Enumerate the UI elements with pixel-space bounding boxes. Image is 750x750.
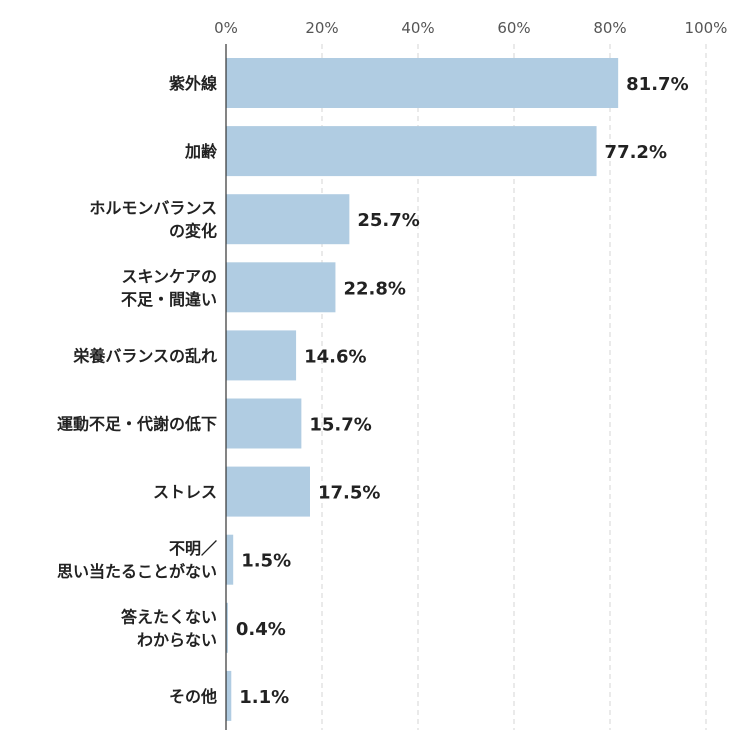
data-label: 1.1% (239, 687, 289, 708)
data-label: 17.5% (318, 483, 380, 504)
data-label: 1.5% (241, 551, 291, 572)
category-label: ストレス (153, 483, 217, 502)
category-label: の変化 (169, 222, 217, 241)
bar (226, 670, 232, 721)
x-tick-label: 60% (497, 19, 530, 37)
bar (226, 466, 310, 517)
data-label: 22.8% (343, 278, 405, 299)
category-label: 答えたくない (121, 607, 217, 626)
bar (226, 58, 619, 108)
data-label: 15.7% (309, 415, 371, 436)
bar (226, 194, 350, 245)
bars-layer (226, 58, 619, 721)
category-label: わからない (137, 630, 217, 649)
bar (226, 126, 597, 177)
bar (226, 262, 336, 313)
category-label: 運動不足・代謝の低下 (57, 415, 217, 434)
category-label: 加齢 (184, 142, 218, 161)
category-label: 不足・間違い (121, 290, 217, 309)
category-label: その他 (169, 687, 217, 706)
data-label: 81.7% (626, 74, 688, 95)
category-label: 不明／ (169, 539, 217, 558)
labels-layer: 0% 20% 40% 60% 80% 100% 81.7% 紫外線 77.2% 加齢 25.7% ホル… (57, 19, 727, 708)
bar (226, 398, 302, 449)
grid-layer (321, 44, 707, 730)
data-label: 14.6% (304, 346, 366, 367)
x-tick-label: 0% (214, 19, 238, 37)
data-label: 0.4% (236, 619, 286, 640)
category-label: スキンケアの (121, 267, 217, 286)
bar (226, 330, 297, 381)
bar (226, 602, 228, 653)
category-label: 栄養バランスの乱れ (72, 346, 217, 365)
bar (226, 534, 234, 585)
x-tick-label: 80% (593, 19, 626, 37)
x-tick-label: 40% (401, 19, 434, 37)
category-label: 紫外線 (169, 74, 217, 93)
x-tick-label: 20% (305, 19, 338, 37)
data-label: 77.2% (605, 142, 667, 163)
category-label: 思い当たることがない (57, 562, 217, 581)
category-label: ホルモンバランス (89, 199, 217, 218)
x-tick-label: 100% (685, 19, 728, 37)
data-label: 25.7% (357, 210, 419, 231)
